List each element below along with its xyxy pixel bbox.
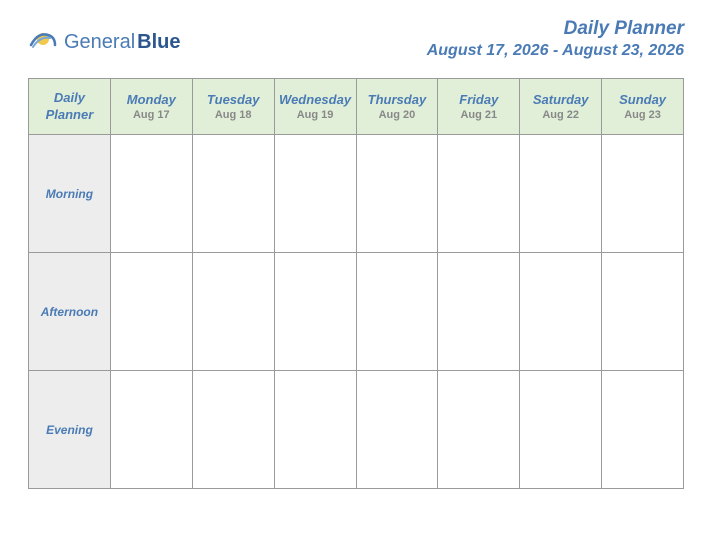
slot[interactable] [192, 371, 274, 489]
row-evening: Evening [29, 371, 684, 489]
period-cell-evening: Evening [29, 371, 111, 489]
period-label: Morning [46, 187, 93, 201]
slot[interactable] [192, 135, 274, 253]
day-date: Aug 23 [602, 109, 683, 121]
day-header-sun: Sunday Aug 23 [602, 79, 684, 135]
day-name: Saturday [520, 92, 601, 107]
slot[interactable] [356, 135, 438, 253]
day-name: Thursday [357, 92, 438, 107]
day-date: Aug 17 [111, 109, 192, 121]
slot[interactable] [438, 371, 520, 489]
slot[interactable] [356, 371, 438, 489]
header-titles: Daily Planner August 17, 2026 - August 2… [427, 18, 684, 60]
slot[interactable] [438, 253, 520, 371]
slot[interactable] [356, 253, 438, 371]
day-header-fri: Friday Aug 21 [438, 79, 520, 135]
slot[interactable] [602, 253, 684, 371]
page-title: Daily Planner [427, 18, 684, 40]
day-header-mon: Monday Aug 17 [110, 79, 192, 135]
page-header: General Blue Daily Planner August 17, 20… [28, 18, 684, 60]
row-afternoon: Afternoon [29, 253, 684, 371]
day-name: Monday [111, 92, 192, 107]
day-date: Aug 22 [520, 109, 601, 121]
corner-line2: Planner [29, 107, 110, 124]
row-morning: Morning [29, 135, 684, 253]
day-header-tue: Tuesday Aug 18 [192, 79, 274, 135]
period-label: Afternoon [41, 305, 98, 319]
day-header-sat: Saturday Aug 22 [520, 79, 602, 135]
day-date: Aug 21 [438, 109, 519, 121]
day-name: Sunday [602, 92, 683, 107]
period-cell-morning: Morning [29, 135, 111, 253]
slot[interactable] [110, 253, 192, 371]
corner-line1: Daily [29, 90, 110, 107]
day-date: Aug 19 [275, 109, 356, 121]
slot[interactable] [274, 253, 356, 371]
day-date: Aug 20 [357, 109, 438, 121]
slot[interactable] [110, 135, 192, 253]
planner-table: Daily Planner Monday Aug 17 Tuesday Aug … [28, 78, 684, 489]
day-header-thu: Thursday Aug 20 [356, 79, 438, 135]
slot[interactable] [274, 135, 356, 253]
slot[interactable] [110, 371, 192, 489]
period-cell-afternoon: Afternoon [29, 253, 111, 371]
logo-text-blue: Blue [137, 32, 180, 52]
day-name: Friday [438, 92, 519, 107]
day-name: Wednesday [275, 92, 356, 107]
header-row: Daily Planner Monday Aug 17 Tuesday Aug … [29, 79, 684, 135]
slot[interactable] [602, 371, 684, 489]
slot[interactable] [438, 135, 520, 253]
date-range: August 17, 2026 - August 23, 2026 [427, 42, 684, 60]
slot[interactable] [192, 253, 274, 371]
logo-text-general: General [64, 32, 135, 52]
logo: General Blue [28, 24, 181, 59]
day-date: Aug 18 [193, 109, 274, 121]
day-header-wed: Wednesday Aug 19 [274, 79, 356, 135]
period-label: Evening [46, 423, 93, 437]
slot[interactable] [274, 371, 356, 489]
logo-icon [28, 24, 58, 59]
slot[interactable] [602, 135, 684, 253]
slot[interactable] [520, 253, 602, 371]
slot[interactable] [520, 135, 602, 253]
corner-cell: Daily Planner [29, 79, 111, 135]
slot[interactable] [520, 371, 602, 489]
day-name: Tuesday [193, 92, 274, 107]
